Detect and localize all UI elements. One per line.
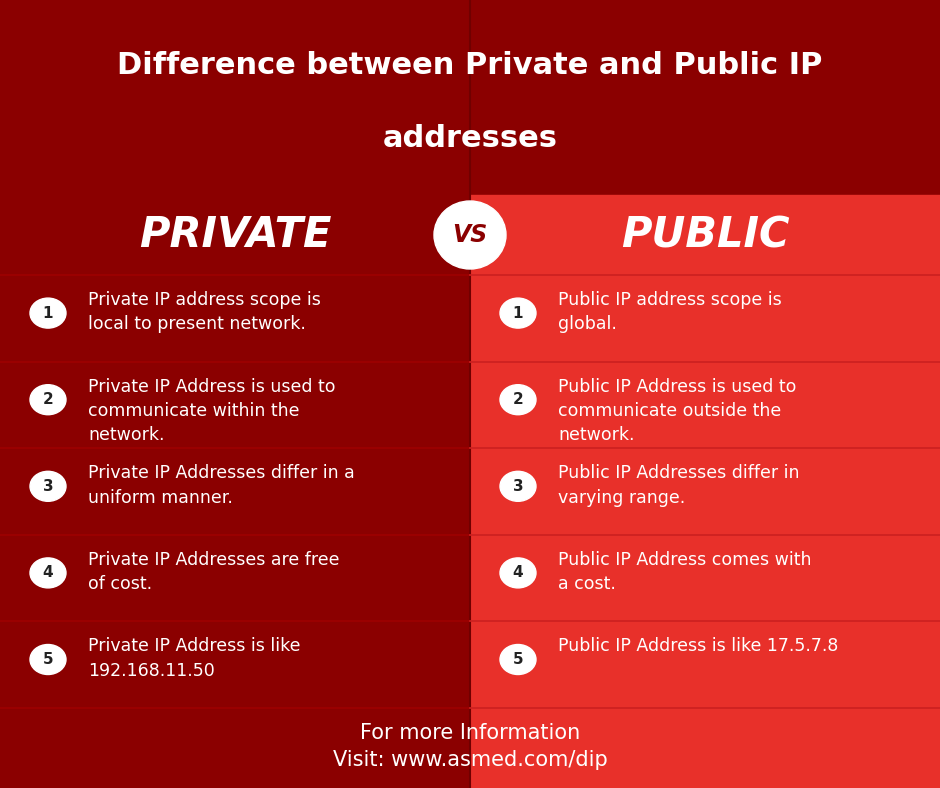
Text: Public IP Addresses differ in
varying range.: Public IP Addresses differ in varying ra… (558, 464, 800, 507)
Text: Public IP Address is like 17.5.7.8: Public IP Address is like 17.5.7.8 (558, 637, 838, 656)
Ellipse shape (500, 385, 536, 414)
Text: addresses: addresses (383, 124, 557, 153)
Text: 5: 5 (512, 652, 524, 667)
Ellipse shape (30, 558, 66, 588)
Text: Private IP Addresses differ in a
uniform manner.: Private IP Addresses differ in a uniform… (88, 464, 354, 507)
Ellipse shape (500, 558, 536, 588)
Ellipse shape (30, 385, 66, 414)
Ellipse shape (500, 645, 536, 675)
Text: Private IP Address is like
192.168.11.50: Private IP Address is like 192.168.11.50 (88, 637, 301, 680)
Text: Visit: www.asmed.com/dip: Visit: www.asmed.com/dip (333, 750, 607, 770)
Text: VS: VS (452, 223, 488, 247)
Ellipse shape (500, 471, 536, 501)
Text: For more Information: For more Information (360, 723, 580, 743)
Text: PRIVATE: PRIVATE (139, 214, 331, 256)
Text: 3: 3 (512, 479, 524, 494)
Ellipse shape (30, 471, 66, 501)
Text: 5: 5 (42, 652, 54, 667)
Text: 4: 4 (512, 566, 524, 581)
Ellipse shape (30, 298, 66, 328)
Text: Public IP Address is used to
communicate outside the
network.: Public IP Address is used to communicate… (558, 377, 796, 444)
Ellipse shape (500, 298, 536, 328)
Bar (470, 195, 940, 275)
Text: 1: 1 (42, 306, 54, 321)
Ellipse shape (30, 645, 66, 675)
Bar (0, 0, 940, 195)
Bar (0, 195, 470, 275)
Text: Private IP address scope is
local to present network.: Private IP address scope is local to pre… (88, 291, 321, 333)
Text: Public IP Address comes with
a cost.: Public IP Address comes with a cost. (558, 551, 811, 593)
Text: 3: 3 (42, 479, 54, 494)
Ellipse shape (434, 201, 506, 269)
Text: Private IP Address is used to
communicate within the
network.: Private IP Address is used to communicat… (88, 377, 336, 444)
Text: 2: 2 (512, 392, 524, 407)
Text: Difference between Private and Public IP: Difference between Private and Public IP (118, 50, 822, 80)
Text: Private IP Addresses are free
of cost.: Private IP Addresses are free of cost. (88, 551, 339, 593)
Bar (0, 0, 470, 788)
Bar (470, 0, 940, 788)
Text: 2: 2 (42, 392, 54, 407)
Text: 4: 4 (42, 566, 54, 581)
Text: PUBLIC: PUBLIC (620, 214, 790, 256)
Text: 1: 1 (512, 306, 524, 321)
Text: Public IP address scope is
global.: Public IP address scope is global. (558, 291, 782, 333)
